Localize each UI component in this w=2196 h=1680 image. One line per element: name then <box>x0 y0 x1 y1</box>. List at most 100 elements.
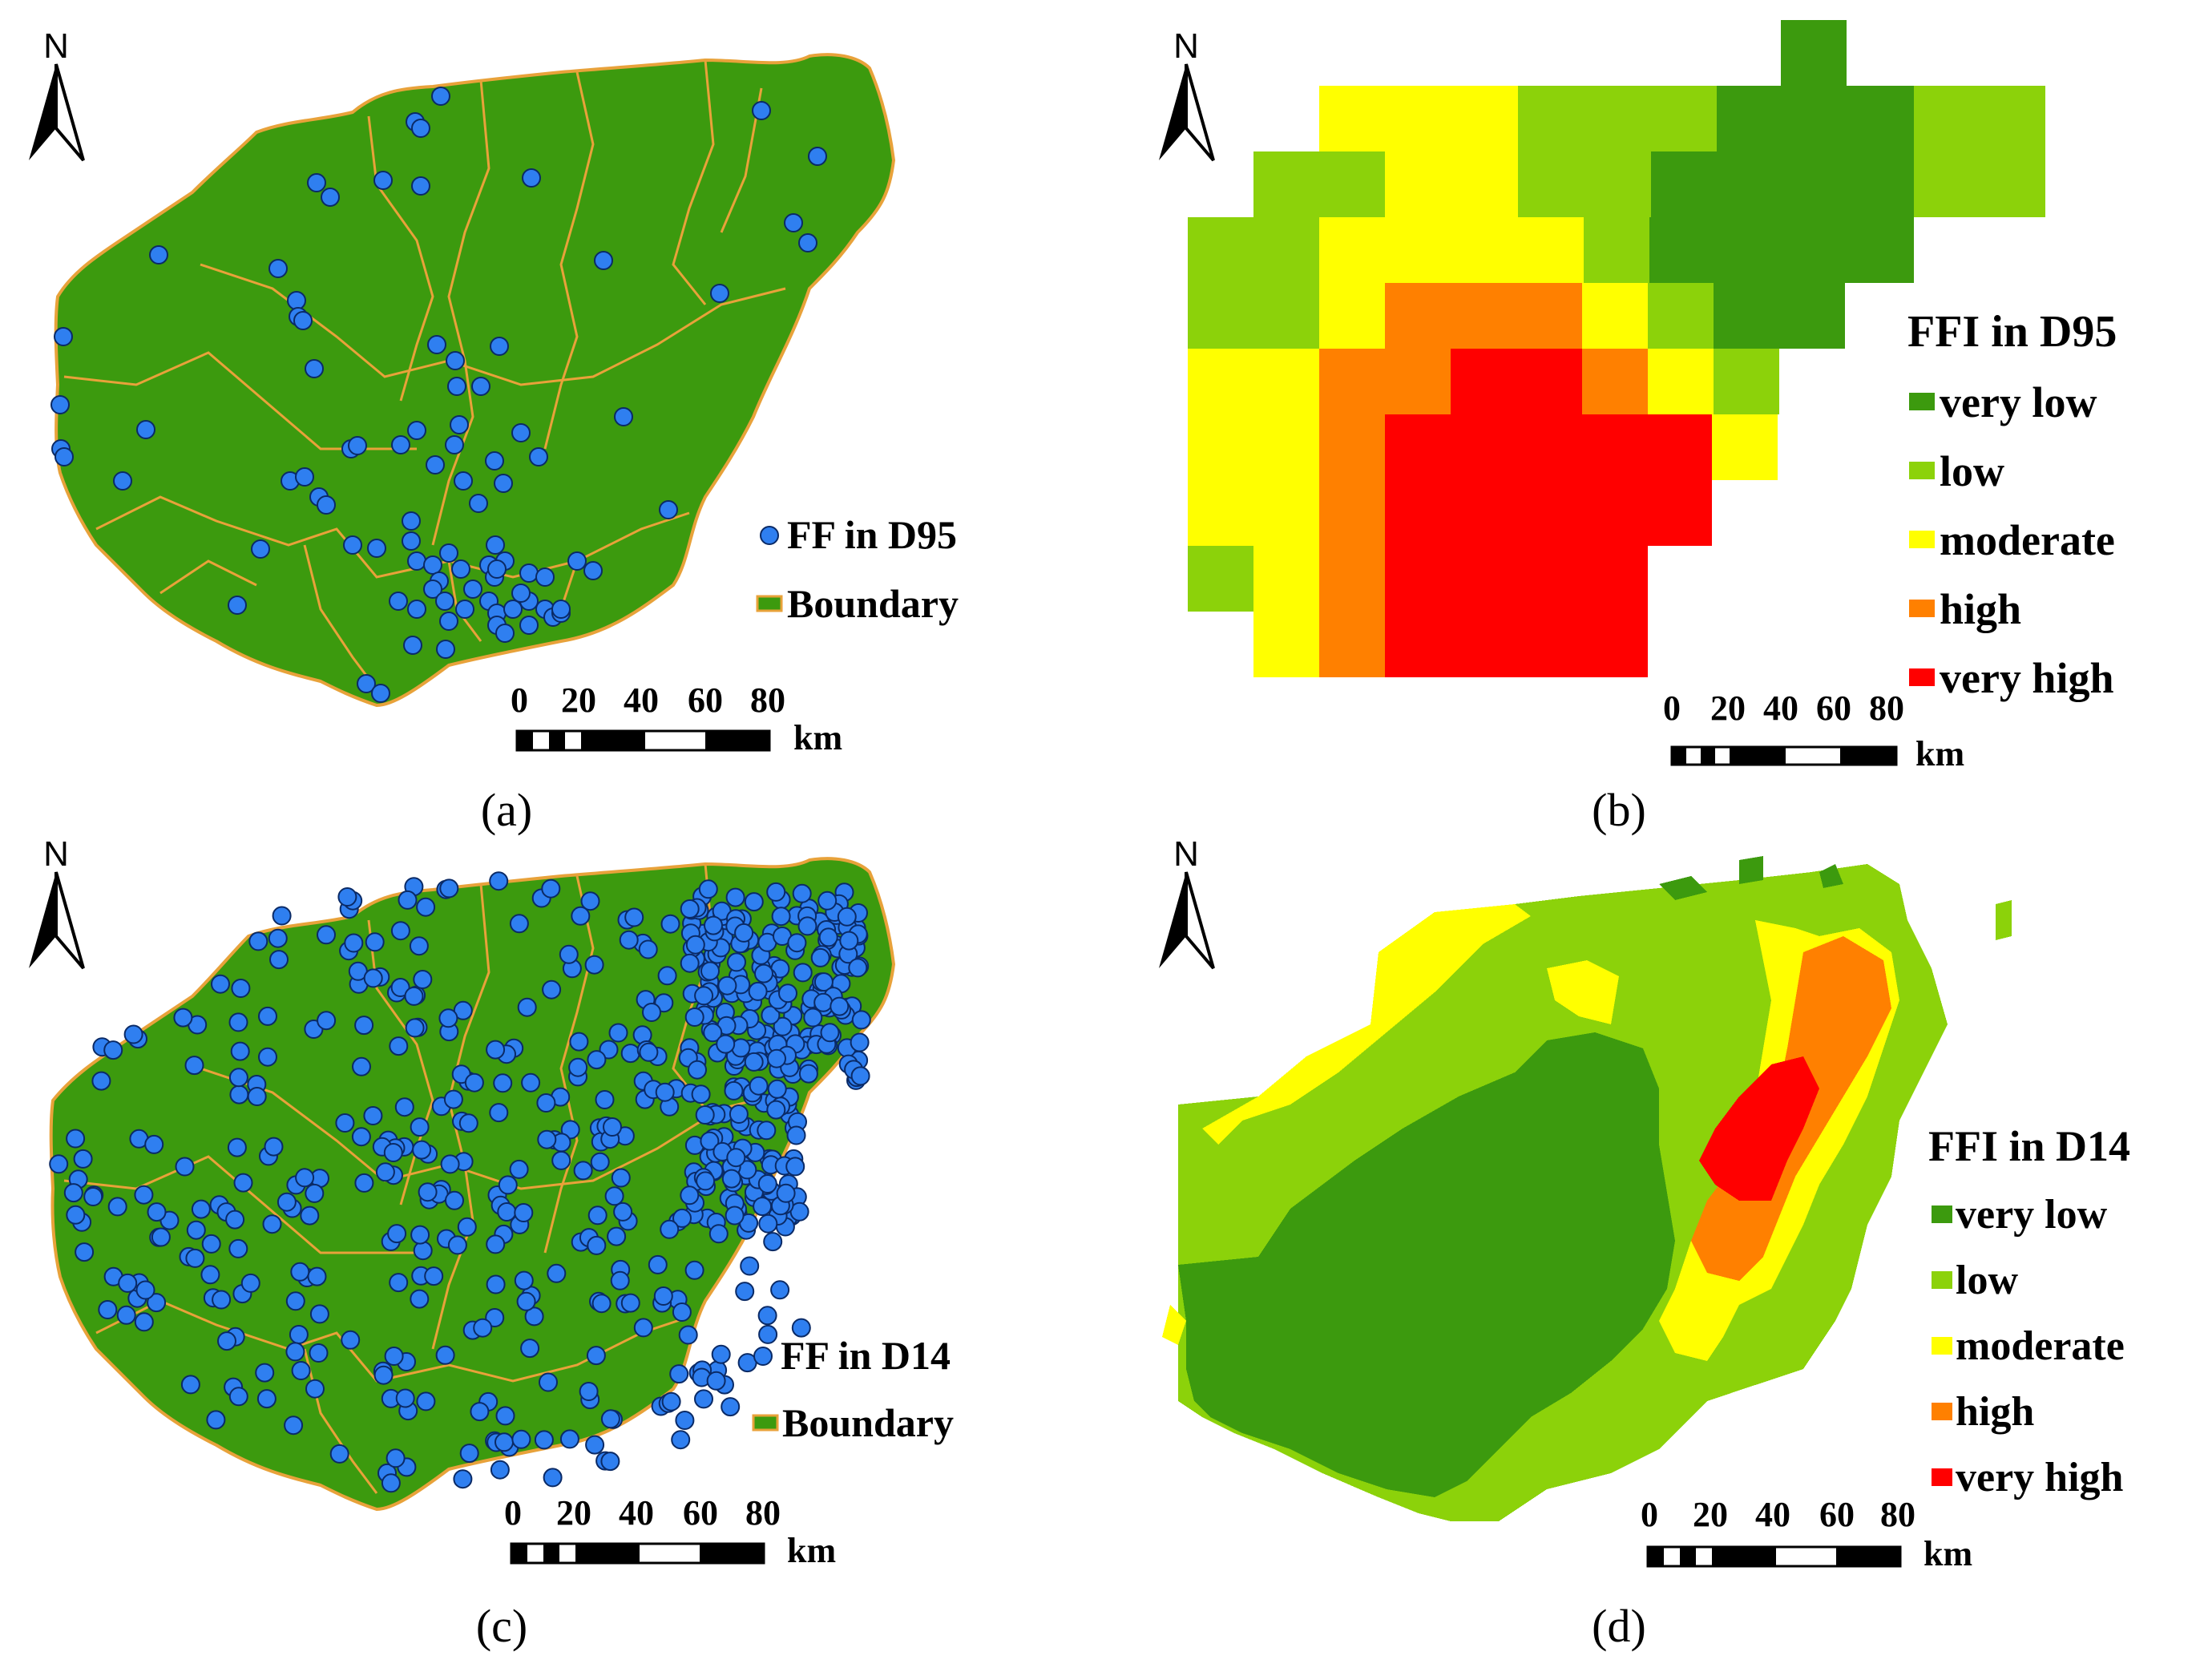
fire-point <box>344 933 364 953</box>
fire-point <box>184 1056 204 1076</box>
fire-point <box>767 1079 787 1099</box>
fire-point <box>175 1157 195 1177</box>
fire-point <box>440 1154 460 1174</box>
fire-point <box>144 1134 164 1154</box>
fire-point <box>217 1331 236 1351</box>
fire-point <box>579 1382 599 1401</box>
fire-point <box>329 1444 349 1464</box>
svg-text:20: 20 <box>1693 1495 1728 1534</box>
fire-point <box>309 1343 329 1363</box>
fire-point <box>607 1226 627 1246</box>
fire-point <box>394 1097 414 1117</box>
fire-point <box>660 914 680 934</box>
fire-point <box>404 986 424 1006</box>
fire-point <box>624 907 644 927</box>
fire-point <box>785 1157 805 1177</box>
fire-point <box>384 1347 404 1366</box>
fire-point <box>675 1411 695 1430</box>
fire-point <box>200 1265 220 1285</box>
svg-text:low: low <box>1956 1258 2018 1303</box>
fire-point <box>317 925 336 945</box>
fire-point <box>424 1266 444 1286</box>
fire-point <box>511 1429 531 1449</box>
fire-point <box>757 1174 777 1193</box>
svg-text:40: 40 <box>624 680 659 720</box>
fire-point <box>694 986 714 1006</box>
svg-text:60: 60 <box>688 680 723 720</box>
fire-point <box>180 1375 200 1395</box>
fire-point <box>573 1161 593 1181</box>
svg-text:20: 20 <box>561 680 596 720</box>
fire-point <box>850 1032 870 1052</box>
fire-point <box>285 1291 305 1311</box>
fire-point <box>227 1137 247 1157</box>
fire-point <box>453 1000 473 1020</box>
svg-text:80: 80 <box>750 680 785 720</box>
fire-point <box>473 1318 493 1338</box>
fire-point <box>118 1273 138 1293</box>
fire-point <box>228 1238 248 1258</box>
fire-point <box>585 1435 605 1455</box>
ffi-raster-d14 <box>1162 856 2012 1521</box>
panel-d-map: N FFI in D14 very low low moderate high … <box>1159 840 2130 1652</box>
fire-point <box>672 1302 692 1322</box>
fire-point <box>277 1192 297 1212</box>
svg-text:very low: very low <box>1940 378 2097 426</box>
svg-text:60: 60 <box>1816 689 1851 728</box>
fire-point <box>458 1113 478 1133</box>
fire-point <box>410 1117 430 1137</box>
district-boundaries <box>63 59 786 690</box>
svg-text:40: 40 <box>619 1493 654 1533</box>
legend-point-symbol <box>760 526 779 545</box>
svg-text:low: low <box>1940 447 2004 495</box>
fire-point <box>551 1150 571 1170</box>
fire-point <box>307 1266 327 1286</box>
fire-point <box>620 1293 640 1313</box>
fire-point <box>684 1260 704 1280</box>
fire-point <box>83 1187 103 1206</box>
fire-point <box>770 1280 790 1300</box>
fire-point <box>633 1318 653 1338</box>
fire-point <box>98 1300 118 1319</box>
fire-point <box>305 1183 325 1203</box>
fire-point <box>135 1280 155 1300</box>
svg-text:60: 60 <box>1819 1495 1855 1534</box>
fire-point <box>206 1410 226 1430</box>
fire-point <box>851 1010 871 1030</box>
legend-boundary-label: Boundary <box>787 581 959 626</box>
fire-point <box>248 931 268 951</box>
fire-point <box>786 1125 806 1145</box>
fire-point <box>568 1057 588 1077</box>
fire-point <box>66 1205 86 1225</box>
fire-point <box>695 1105 715 1125</box>
fire-point <box>613 1201 633 1222</box>
fire-point <box>258 1006 277 1026</box>
fire-point <box>284 1415 304 1436</box>
fire-point <box>684 1008 704 1027</box>
fire-point <box>490 1460 510 1480</box>
scale-bar-a: 0 20 40 60 80 km <box>511 680 842 757</box>
fire-point <box>773 1016 793 1036</box>
fire-point <box>49 1154 69 1174</box>
fire-point <box>639 1042 659 1062</box>
fire-point <box>398 890 418 910</box>
fire-point <box>373 1365 394 1385</box>
legend-d: FFI in D14 very low low moderate high ve… <box>1928 1122 2130 1500</box>
fire-point <box>818 927 838 947</box>
fire-point <box>389 1036 409 1056</box>
fire-point <box>608 1023 628 1043</box>
fire-points-d95 <box>50 87 827 703</box>
fire-point <box>725 887 745 907</box>
svg-text:very high: very high <box>1956 1455 2124 1500</box>
fire-point <box>486 1274 506 1294</box>
fire-point <box>363 1106 383 1125</box>
north-arrow-icon: N <box>29 26 85 162</box>
fire-point <box>134 1312 154 1332</box>
fire-point <box>285 1342 305 1362</box>
fire-point <box>757 1121 777 1141</box>
fire-point <box>735 1282 755 1302</box>
fire-point <box>729 1105 749 1124</box>
fire-point <box>116 1305 136 1325</box>
fire-point <box>387 1224 407 1244</box>
fire-point <box>509 1159 529 1179</box>
